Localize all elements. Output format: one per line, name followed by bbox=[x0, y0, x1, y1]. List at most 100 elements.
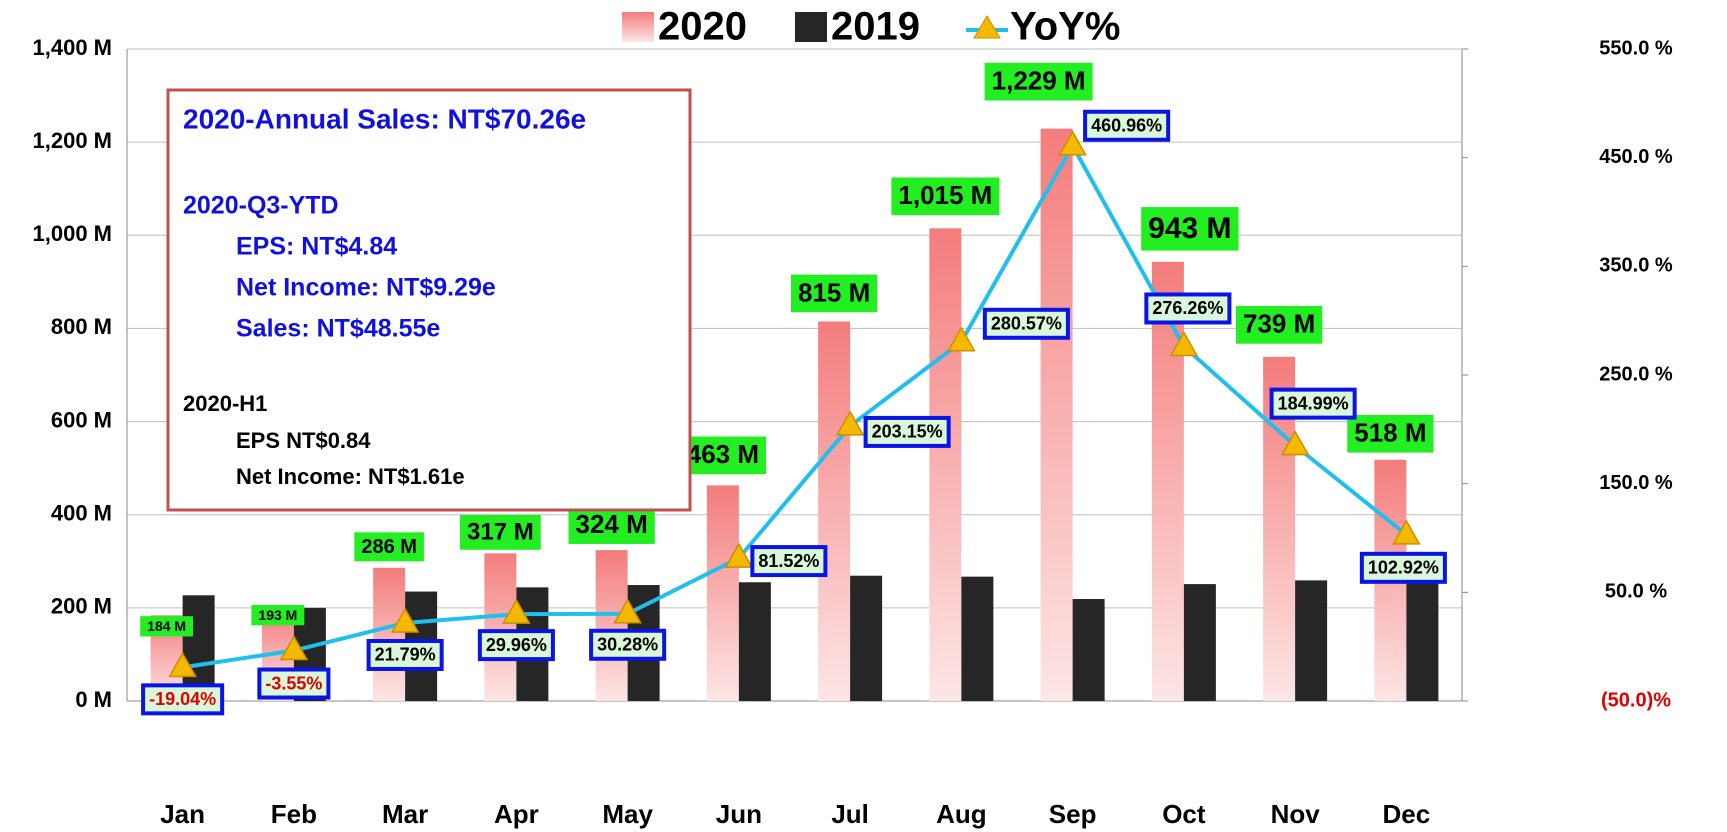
data-label: 286 M bbox=[354, 532, 424, 562]
annotation-text: Net Income: NT$9.29e bbox=[236, 274, 496, 302]
data-label-text: 317 M bbox=[467, 519, 534, 546]
bar bbox=[706, 485, 739, 701]
data-label: 1,015 M bbox=[891, 177, 1000, 216]
data-label: 518 M bbox=[1347, 414, 1434, 453]
yoy-label-text: 276.26% bbox=[1152, 298, 1223, 318]
yoy-label-box bbox=[1269, 387, 1357, 420]
yoy-label: 184.99% bbox=[1269, 387, 1357, 420]
yoy-label-text: 81.52% bbox=[758, 551, 819, 571]
bar bbox=[850, 575, 883, 701]
y-tick-label: 0 M bbox=[75, 687, 112, 712]
yoy-label: 81.52% bbox=[750, 545, 828, 578]
yoy-label: 29.96% bbox=[477, 629, 555, 662]
y2-tick-label: 150.0 % bbox=[1599, 472, 1673, 494]
yoy-label-text: -3.55% bbox=[265, 673, 322, 693]
data-label-box bbox=[251, 604, 305, 626]
data-label-text: 518 M bbox=[1354, 418, 1426, 448]
marker bbox=[613, 598, 642, 624]
annotation-text: Net Income: NT$1.61e bbox=[236, 464, 465, 489]
data-label-box bbox=[568, 506, 655, 544]
y2-tick-label: 550.0 % bbox=[1599, 37, 1673, 59]
data-label-text: 463 M bbox=[687, 439, 759, 469]
marker bbox=[1392, 519, 1421, 545]
x-tick-label: Apr bbox=[494, 799, 539, 829]
legend-swatch bbox=[622, 12, 654, 42]
data-label-box bbox=[790, 274, 878, 313]
bar bbox=[595, 550, 628, 701]
yoy-label-text: 102.92% bbox=[1368, 558, 1439, 578]
y-tick-label: 1,000 M bbox=[33, 221, 113, 246]
data-label-text: 1,015 M bbox=[898, 180, 992, 210]
y-tick-label: 800 M bbox=[51, 314, 112, 339]
data-label-box bbox=[354, 532, 424, 562]
data-label-box bbox=[1235, 305, 1323, 344]
data-label-box bbox=[1141, 207, 1239, 251]
bar bbox=[1072, 599, 1105, 701]
marker bbox=[279, 635, 309, 661]
marker bbox=[390, 607, 420, 633]
yoy-label-text: 203.15% bbox=[872, 422, 943, 442]
yoy-label-box bbox=[863, 415, 951, 448]
yoy-label: 30.28% bbox=[589, 628, 667, 661]
yoy-label-box bbox=[257, 667, 331, 700]
yoy-label-text: 29.96% bbox=[486, 635, 547, 655]
y-tick-label: 1,200 M bbox=[33, 128, 113, 153]
x-tick-label: Feb bbox=[271, 799, 317, 829]
yoy-label-box bbox=[1359, 551, 1447, 584]
x-tick-label: Oct bbox=[1162, 799, 1206, 829]
legend-label: 2019 bbox=[831, 5, 920, 49]
y2-tick-label: (50.0)% bbox=[1601, 689, 1671, 711]
data-label: 184 M bbox=[140, 616, 194, 637]
data-label: 193 M bbox=[251, 604, 305, 626]
y-tick-label: 200 M bbox=[51, 594, 112, 619]
annotation-text: Sales: NT$48.55e bbox=[236, 315, 440, 343]
x-tick-label: Aug bbox=[936, 799, 987, 829]
annotation-text: 2020-H1 bbox=[183, 391, 267, 416]
yoy-label: -19.04% bbox=[141, 683, 225, 716]
data-label-text: 943 M bbox=[1148, 212, 1231, 245]
data-label: 317 M bbox=[460, 514, 541, 550]
data-label-text: 1,229 M bbox=[992, 66, 1086, 96]
bar bbox=[1295, 580, 1328, 701]
marker bbox=[168, 651, 197, 678]
legend-swatch bbox=[795, 12, 827, 42]
data-label-text: 815 M bbox=[798, 277, 870, 307]
yoy-label-text: 280.57% bbox=[991, 314, 1062, 334]
data-label-box bbox=[1347, 414, 1434, 453]
marker bbox=[947, 326, 976, 352]
yoy-label-text: 460.96% bbox=[1091, 116, 1162, 136]
data-label-box bbox=[891, 177, 1000, 216]
bar bbox=[961, 576, 994, 701]
data-label-text: 193 M bbox=[258, 607, 297, 623]
x-tick-label: Jun bbox=[716, 799, 762, 829]
yoy-label-text: -19.04% bbox=[149, 689, 216, 709]
bar bbox=[1183, 584, 1216, 701]
yoy-label-box bbox=[1083, 109, 1171, 142]
yoy-label-box bbox=[141, 683, 225, 716]
data-label-box bbox=[679, 436, 767, 475]
bar bbox=[1040, 128, 1073, 701]
legend-label: YoY% bbox=[1010, 5, 1120, 49]
yoy-label: 203.15% bbox=[863, 415, 951, 448]
yoy-label-text: 184.99% bbox=[1278, 393, 1349, 413]
data-label: 324 M bbox=[568, 506, 655, 544]
data-label-text: 739 M bbox=[1243, 309, 1315, 339]
legend-label: 2020 bbox=[658, 5, 747, 49]
yoy-label-box bbox=[750, 545, 828, 578]
data-label: 1,229 M bbox=[984, 62, 1093, 101]
marker bbox=[1280, 430, 1310, 456]
line bbox=[182, 141, 1408, 670]
bar bbox=[1151, 261, 1184, 701]
annotation-text: EPS: NT$4.84 bbox=[236, 233, 397, 261]
x-tick-label: May bbox=[602, 799, 653, 829]
data-label-text: 184 M bbox=[147, 618, 186, 634]
yoy-label: -3.55% bbox=[257, 667, 331, 700]
data-label: 463 M bbox=[679, 436, 767, 475]
data-label-text: 286 M bbox=[361, 536, 417, 558]
yoy-label-text: 30.28% bbox=[597, 635, 658, 655]
legend-marker bbox=[973, 15, 1001, 39]
x-tick-label: Jul bbox=[831, 799, 869, 829]
x-tick-label: Mar bbox=[382, 799, 428, 829]
